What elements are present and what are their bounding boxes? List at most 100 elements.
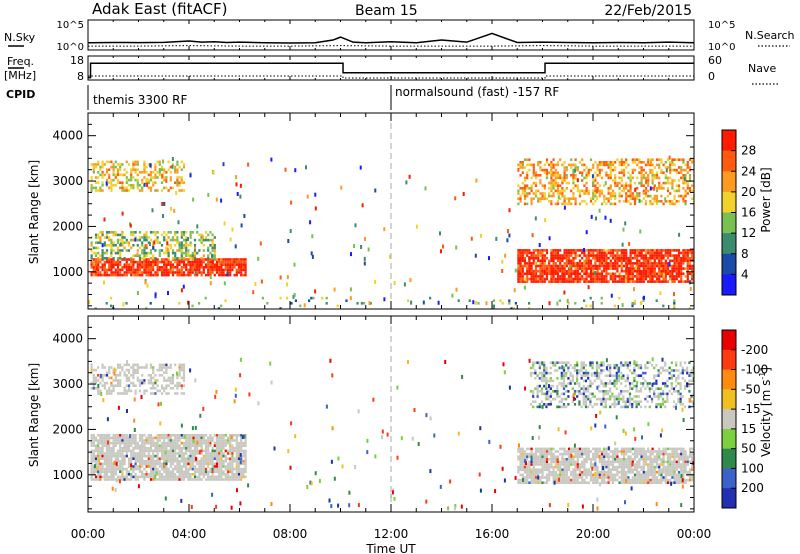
range-cell xyxy=(592,476,595,479)
range-cell xyxy=(121,434,124,437)
range-cell xyxy=(224,457,227,460)
range-cell xyxy=(222,268,225,272)
range-cell xyxy=(680,171,683,174)
range-cell xyxy=(158,171,161,174)
range-cell xyxy=(620,176,623,180)
range-cell xyxy=(116,268,120,272)
range-cell xyxy=(633,249,637,252)
range-cell xyxy=(565,468,568,471)
range-cell xyxy=(165,246,168,250)
range-cell xyxy=(103,251,106,255)
range-cell xyxy=(622,249,626,252)
range-cell xyxy=(189,449,192,453)
range-cell xyxy=(523,158,527,161)
range-cell xyxy=(526,471,529,474)
range-cell xyxy=(636,176,639,180)
range-cell xyxy=(213,251,216,255)
range-cell xyxy=(116,452,120,455)
range-cell xyxy=(167,478,170,481)
range-cell xyxy=(669,166,672,169)
range-cell xyxy=(92,441,95,445)
range-cell xyxy=(130,176,133,179)
range-cell xyxy=(526,277,529,281)
range-cell xyxy=(237,457,241,460)
range-cell xyxy=(688,256,692,260)
range-cell xyxy=(108,244,111,247)
range-cell xyxy=(554,184,557,187)
range-cell xyxy=(176,447,179,450)
range-cell xyxy=(598,194,601,198)
range-cell xyxy=(653,262,656,265)
range-cell xyxy=(611,168,615,172)
range-cell xyxy=(169,268,172,272)
range-cell xyxy=(658,267,661,270)
range-cell xyxy=(143,249,146,252)
range-cell xyxy=(526,280,529,283)
colorbar-label: 4 xyxy=(741,267,749,281)
range-cell xyxy=(388,254,391,259)
range-cell xyxy=(215,260,219,264)
range-cell xyxy=(193,475,197,479)
range-cell xyxy=(152,454,155,458)
range-cell xyxy=(528,262,531,265)
range-cell xyxy=(671,267,674,270)
range-cell xyxy=(116,266,120,269)
range-cell xyxy=(235,449,238,453)
range-cell xyxy=(684,168,687,172)
range-cell xyxy=(233,457,236,460)
range-cell xyxy=(171,467,175,471)
range-cell xyxy=(492,307,495,309)
range-cell xyxy=(143,460,146,463)
range-cell xyxy=(147,241,150,244)
range-cell xyxy=(673,307,676,309)
range-cell xyxy=(152,366,155,369)
range-cell xyxy=(616,280,619,283)
range-cell xyxy=(134,475,137,479)
range-cell xyxy=(572,463,575,466)
range-cell xyxy=(180,366,183,369)
range-cell xyxy=(211,233,214,237)
range-cell xyxy=(116,392,120,395)
range-cell xyxy=(576,277,579,281)
range-cell xyxy=(103,439,106,442)
range-cell xyxy=(119,251,122,255)
range-cell xyxy=(620,280,623,283)
range-cell xyxy=(154,460,157,463)
range-cell xyxy=(633,161,637,164)
range-cell xyxy=(537,481,540,484)
range-cell xyxy=(101,176,104,179)
range-cell xyxy=(163,178,166,182)
range-cell xyxy=(156,260,159,264)
range-cell xyxy=(607,251,610,255)
range-cell xyxy=(220,260,223,264)
range-cell xyxy=(671,269,674,273)
range-cell xyxy=(154,470,157,473)
range-cell xyxy=(312,296,315,300)
range-cell xyxy=(171,271,175,274)
range-cell xyxy=(578,277,582,281)
range-cell xyxy=(442,244,444,249)
noise-panel: N.Sky 10^5 10^0 10^5 10^0 N.Search xyxy=(4,19,795,53)
range-cell xyxy=(121,467,124,471)
range-cell xyxy=(517,468,520,471)
range-cell xyxy=(110,258,113,261)
range-cell xyxy=(207,233,210,237)
range-cell xyxy=(165,176,168,179)
range-cell xyxy=(638,192,641,195)
range-cell xyxy=(209,439,212,442)
range-cell xyxy=(660,249,663,252)
range-cell xyxy=(103,263,106,266)
range-cell xyxy=(521,259,524,263)
range-cell xyxy=(138,389,142,393)
range-cell xyxy=(130,475,133,479)
range-cell xyxy=(242,268,245,272)
range-cell xyxy=(594,179,597,182)
range-cell xyxy=(581,460,584,464)
range-cell xyxy=(622,447,626,451)
range-cell xyxy=(220,263,223,266)
range-cell xyxy=(576,187,579,190)
range-cell xyxy=(570,450,573,453)
range-cell xyxy=(160,260,164,264)
range-cell xyxy=(614,465,617,469)
range-cell xyxy=(631,192,634,195)
